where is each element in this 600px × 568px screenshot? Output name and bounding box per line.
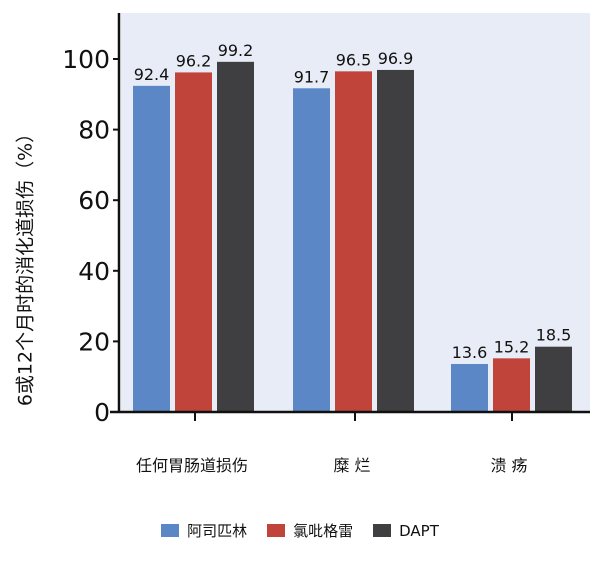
bar-value-label: 96.5 bbox=[336, 50, 372, 69]
bar-value-label: 92.4 bbox=[134, 65, 170, 84]
y-tick-label: 60 bbox=[78, 186, 110, 215]
legend-label-dapt: DAPT bbox=[399, 521, 439, 540]
data-labels-layer: 92.4 91.7 13.6 96.2 96.5 15.2 99.2 96.9 18.5 bbox=[134, 41, 572, 362]
bar bbox=[335, 71, 372, 412]
legend: 阿司匹林 氯吡格雷 DAPT bbox=[0, 520, 600, 541]
y-ticks: 0 20 40 60 80 100 bbox=[62, 45, 119, 427]
bar bbox=[293, 88, 330, 412]
bar bbox=[493, 358, 530, 412]
axes-layer bbox=[110, 13, 590, 414]
bar-value-label: 13.6 bbox=[452, 343, 488, 362]
legend-swatch-aspirin bbox=[161, 524, 180, 537]
x-category-label: 糜 烂 bbox=[333, 456, 370, 475]
legend-item-dapt: DAPT bbox=[373, 522, 439, 540]
x-category-label: 溃 疡 bbox=[490, 456, 527, 475]
y-tick-label: 100 bbox=[62, 45, 110, 74]
y-tick-label: 20 bbox=[78, 327, 110, 356]
legend-swatch-dapt bbox=[373, 524, 392, 537]
y-axis-label-text: 6或12个月时的消化道损伤（%） bbox=[14, 123, 37, 407]
bar-value-label: 96.2 bbox=[176, 51, 212, 70]
bar-value-label: 15.2 bbox=[494, 337, 530, 356]
legend-label-clopidogrel: 氯吡格雷 bbox=[293, 522, 354, 540]
bars-layer bbox=[133, 61, 572, 413]
x-category-label: 任何胃肠道损伤 bbox=[136, 456, 248, 475]
y-tick-label: 40 bbox=[78, 257, 110, 286]
bar bbox=[133, 85, 170, 412]
x-ticks: 任何胃肠道损伤 糜 烂 溃 疡 bbox=[136, 412, 528, 475]
bar bbox=[451, 363, 488, 412]
y-axis-label: 6或12个月时的消化道损伤（%） bbox=[6, 100, 42, 430]
bar-value-label: 96.9 bbox=[378, 49, 414, 68]
bar-value-label: 18.5 bbox=[536, 326, 572, 345]
legend-swatch-clopidogrel bbox=[267, 524, 286, 537]
bar bbox=[377, 69, 414, 413]
bar bbox=[175, 72, 212, 412]
legend-label-aspirin: 阿司匹林 bbox=[187, 522, 248, 540]
bar-value-label: 91.7 bbox=[294, 67, 330, 86]
bar-value-label: 99.2 bbox=[218, 41, 254, 60]
y-tick-label: 80 bbox=[78, 116, 110, 145]
y-tick-label: 0 bbox=[94, 398, 110, 427]
legend-item-clopidogrel: 氯吡格雷 bbox=[267, 520, 353, 541]
bar bbox=[217, 61, 254, 412]
bar bbox=[535, 346, 572, 412]
legend-item-aspirin: 阿司匹林 bbox=[161, 520, 247, 541]
